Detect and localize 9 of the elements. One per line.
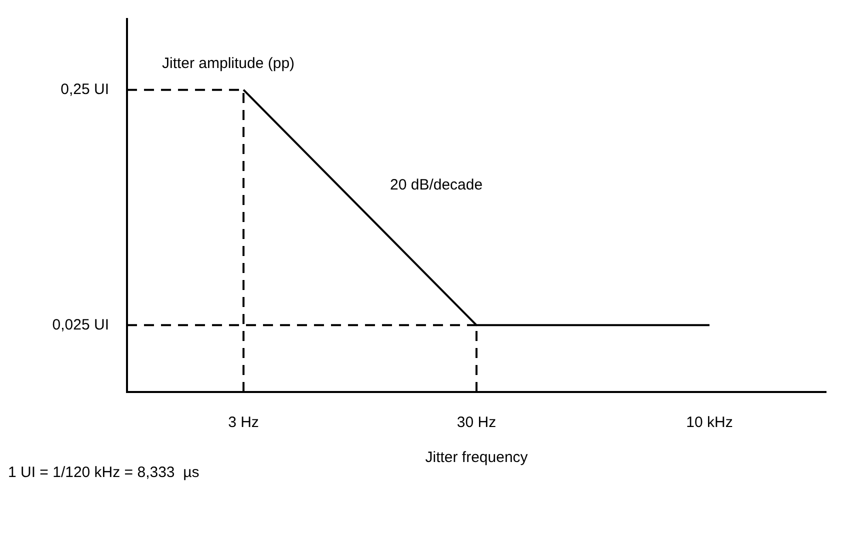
annotation: 20 dB/decade (390, 176, 483, 194)
y-axis-title: Jitter amplitude (pp) (162, 54, 295, 72)
x-tick-label: 10 kHz (686, 414, 733, 432)
x-tick-label: 3 Hz (228, 414, 259, 432)
x-axis-title: Jitter frequency (425, 449, 528, 466)
y-tick-label: 0,25 UI (60, 80, 109, 98)
y-tick-label: 0,025 UI (52, 316, 109, 334)
text: 1 UI = 1/120 kHz = 8,333 µs (8, 464, 200, 481)
x-tick-label: 30 Hz (456, 414, 496, 432)
